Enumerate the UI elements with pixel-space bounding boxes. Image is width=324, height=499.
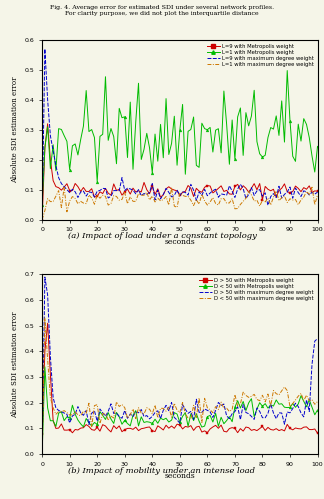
Text: (b) Impact of mobility under an intense load: (b) Impact of mobility under an intense … — [68, 467, 256, 475]
X-axis label: seconds: seconds — [165, 472, 195, 480]
Text: (a) Impact of load under a constant topology: (a) Impact of load under a constant topo… — [68, 232, 256, 240]
Y-axis label: Absolute SDI estimation error: Absolute SDI estimation error — [11, 311, 19, 418]
Y-axis label: Absolute SDI estimation error: Absolute SDI estimation error — [11, 76, 19, 183]
X-axis label: seconds: seconds — [165, 238, 195, 246]
Legend: L=9 with Metropolis weight, L=1 with Metropolis weight, L=9 with maximum degree : L=9 with Metropolis weight, L=1 with Met… — [206, 42, 315, 68]
Legend: D > 50 with Metropolis weight, D < 50 with Metropolis weight, D > 50 with maximu: D > 50 with Metropolis weight, D < 50 wi… — [198, 277, 315, 302]
Text: Fig. 4. Average error for estimated SDI under several network profiles.
For clar: Fig. 4. Average error for estimated SDI … — [50, 5, 274, 16]
